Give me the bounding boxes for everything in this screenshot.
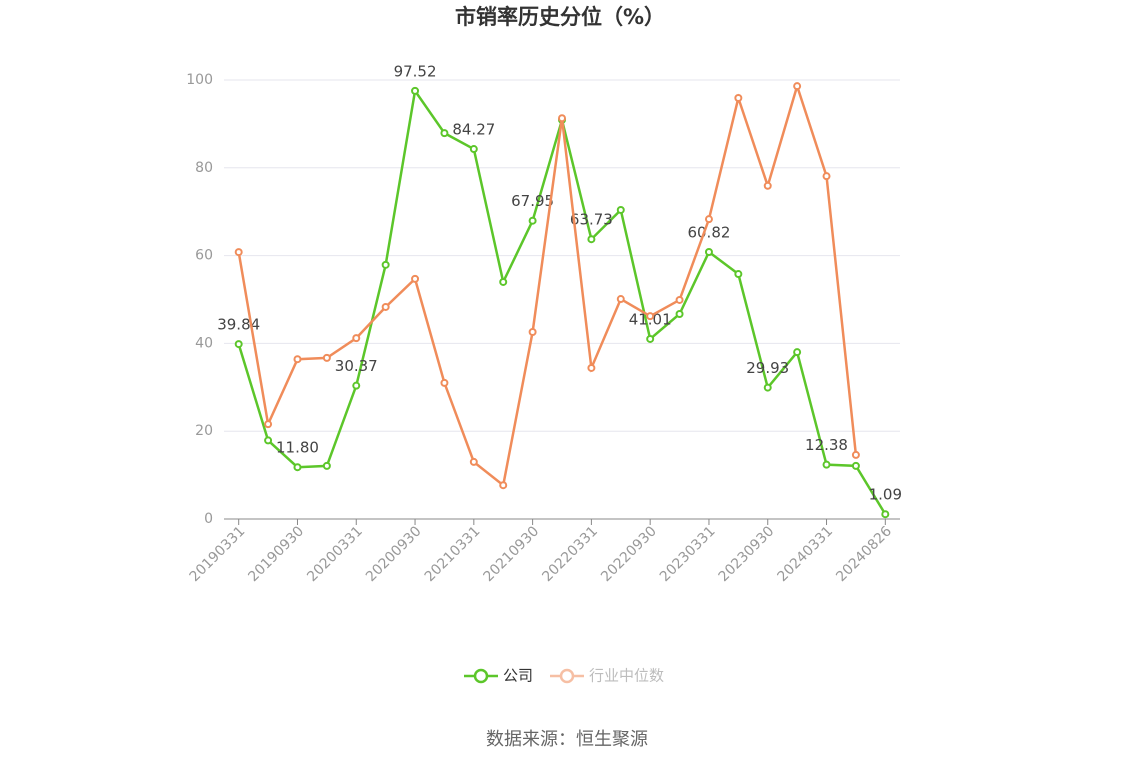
data-point bbox=[616, 295, 625, 304]
data-point bbox=[499, 481, 508, 490]
data-point bbox=[293, 355, 302, 364]
value-label: 63.73 bbox=[570, 211, 613, 229]
data-point bbox=[440, 378, 449, 387]
data-point bbox=[851, 461, 860, 470]
data-point bbox=[322, 461, 331, 470]
data-point bbox=[264, 436, 273, 445]
data-point bbox=[616, 205, 625, 214]
x-tick-label: 20220930 bbox=[598, 523, 660, 585]
y-tick-label: 0 bbox=[204, 511, 213, 527]
value-label: 60.82 bbox=[687, 224, 730, 242]
data-point bbox=[793, 82, 802, 91]
value-label: 84.27 bbox=[452, 121, 495, 139]
data-point bbox=[822, 460, 831, 469]
data-point bbox=[264, 420, 273, 429]
value-label: 97.52 bbox=[394, 62, 437, 80]
series-line bbox=[237, 81, 858, 488]
data-point bbox=[851, 450, 860, 459]
data-point bbox=[499, 277, 508, 286]
data-point bbox=[381, 260, 390, 269]
x-tick-label: 20230930 bbox=[716, 523, 778, 585]
data-point bbox=[704, 215, 713, 224]
legend-label: 行业中位数 bbox=[589, 667, 664, 685]
data-point bbox=[440, 129, 449, 138]
x-tick-label: 20220331 bbox=[539, 523, 601, 585]
data-point bbox=[763, 181, 772, 190]
data-point bbox=[675, 309, 684, 318]
x-tick-label: 20190331 bbox=[187, 523, 249, 585]
value-label: 39.84 bbox=[217, 316, 260, 334]
data-point bbox=[704, 248, 713, 257]
x-tick-label: 20200930 bbox=[363, 523, 425, 585]
data-point bbox=[587, 235, 596, 244]
x-tick-label: 20230331 bbox=[657, 523, 719, 585]
value-label: 12.38 bbox=[805, 436, 848, 454]
value-label: 30.37 bbox=[335, 357, 378, 375]
data-point bbox=[558, 114, 566, 123]
y-tick-label: 60 bbox=[195, 248, 213, 264]
y-tick-label: 40 bbox=[195, 335, 213, 351]
value-label: 1.09 bbox=[869, 486, 902, 504]
y-tick-label: 100 bbox=[186, 72, 213, 88]
legend-item: 公司 bbox=[464, 667, 533, 685]
x-tick-label: 20190930 bbox=[245, 523, 307, 585]
legend-marker bbox=[473, 668, 489, 684]
data-point bbox=[528, 327, 537, 336]
source: 数据来源：恒生聚源 bbox=[486, 729, 648, 750]
data-point bbox=[293, 463, 302, 472]
x-tick-label: 20200331 bbox=[304, 523, 366, 585]
y-tick-label: 80 bbox=[195, 160, 213, 176]
x-tick-label: 20210930 bbox=[481, 523, 543, 585]
data-point bbox=[822, 172, 831, 181]
data-point bbox=[352, 334, 361, 343]
data-point bbox=[411, 86, 420, 95]
series-line bbox=[237, 87, 887, 515]
legend-item: 行业中位数 bbox=[550, 667, 664, 685]
data-point bbox=[646, 312, 655, 321]
data-point bbox=[234, 248, 243, 257]
data-point bbox=[381, 302, 390, 311]
value-label: 67.95 bbox=[511, 192, 554, 210]
value-label: 11.80 bbox=[276, 439, 319, 457]
data-point bbox=[352, 381, 361, 390]
data-point bbox=[469, 145, 478, 154]
data-point bbox=[587, 363, 596, 372]
value-label: 29.93 bbox=[746, 359, 789, 377]
x-tick-label: 20240331 bbox=[774, 523, 836, 585]
y-tick-label: 20 bbox=[195, 423, 213, 439]
x-tick-label: 20210331 bbox=[422, 523, 484, 585]
data-point bbox=[881, 510, 890, 519]
data-point bbox=[675, 295, 684, 304]
data-point bbox=[411, 274, 420, 283]
legend-label: 公司 bbox=[503, 667, 533, 685]
data-point bbox=[234, 340, 243, 349]
chart-title: 市销率历史分位（%） bbox=[455, 5, 665, 29]
data-point bbox=[734, 270, 743, 279]
data-point bbox=[646, 334, 655, 343]
x-tick-label: 20240826 bbox=[833, 523, 895, 585]
data-point bbox=[322, 353, 331, 362]
data-point bbox=[734, 93, 743, 102]
legend-marker bbox=[559, 668, 575, 684]
data-point bbox=[528, 216, 537, 225]
data-point bbox=[469, 457, 478, 466]
data-point bbox=[793, 348, 802, 357]
data-point bbox=[763, 383, 772, 392]
